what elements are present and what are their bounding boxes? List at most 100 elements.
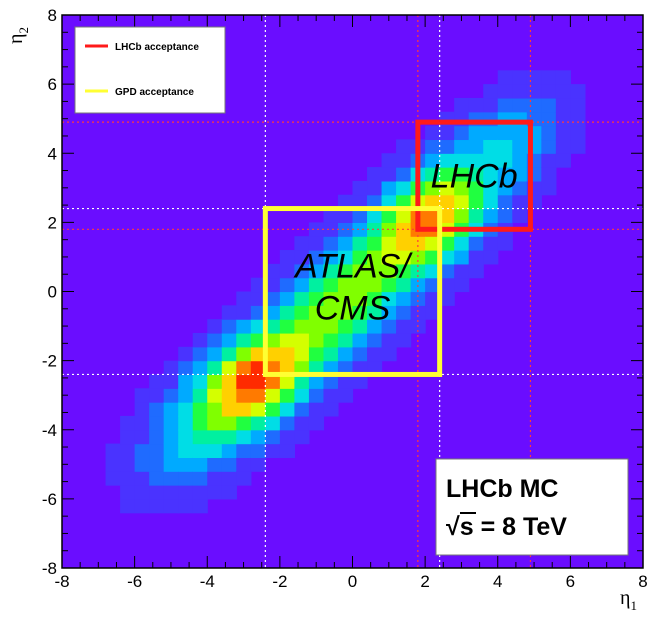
heatmap-bin bbox=[367, 167, 383, 182]
heatmap-bin bbox=[265, 346, 281, 362]
heatmap-bin bbox=[425, 139, 441, 154]
heatmap-bin bbox=[468, 180, 484, 196]
heatmap-bin bbox=[134, 457, 150, 472]
heatmap-bin bbox=[308, 360, 325, 376]
heatmap-bin bbox=[396, 236, 412, 251]
heatmap-bin bbox=[367, 291, 383, 306]
heatmap-bin bbox=[294, 415, 310, 431]
lhcb-acceptance-box bbox=[415, 119, 533, 232]
heatmap-bin bbox=[250, 346, 266, 362]
heatmap-bin bbox=[120, 498, 136, 514]
heatmap-bin bbox=[250, 277, 266, 293]
heatmap-bin bbox=[425, 208, 441, 223]
heatmap-bin bbox=[352, 194, 368, 210]
heatmap-bin bbox=[163, 498, 179, 514]
heatmap-bin bbox=[468, 167, 484, 182]
heatmap-bin bbox=[454, 180, 470, 196]
heatmap-bin bbox=[265, 388, 281, 403]
heatmap-bin bbox=[149, 429, 165, 445]
heatmap-bin bbox=[352, 222, 368, 237]
x-tick-label: 4 bbox=[493, 572, 502, 591]
heatmap-bin bbox=[207, 485, 223, 500]
heatmap-bin bbox=[454, 208, 470, 223]
heatmap-bin bbox=[367, 263, 383, 279]
heatmap-bin bbox=[250, 457, 266, 472]
heatmap-bin bbox=[410, 250, 426, 265]
heatmap-bin bbox=[178, 346, 194, 362]
heatmap-bin bbox=[192, 360, 208, 376]
heatmap-bin bbox=[308, 346, 325, 362]
heatmap-bin bbox=[221, 415, 237, 431]
heatmap-bin bbox=[134, 429, 150, 445]
heatmap-bin bbox=[134, 498, 150, 514]
heatmap-bin bbox=[236, 457, 252, 472]
heatmap-bin bbox=[308, 263, 325, 279]
heatmap-bin bbox=[294, 429, 310, 445]
heatmap-bin bbox=[236, 415, 252, 431]
heatmap-bin bbox=[468, 263, 484, 279]
heatmap-bin bbox=[265, 374, 281, 389]
heatmap-bin bbox=[337, 388, 354, 403]
heatmap-bin bbox=[323, 236, 339, 251]
heatmap-bin bbox=[294, 263, 310, 279]
heatmap-bin bbox=[439, 236, 455, 251]
heatmap-bin bbox=[120, 471, 136, 486]
legend-label-lhcb: LHCb acceptance bbox=[115, 42, 199, 53]
heatmap-bin bbox=[337, 194, 354, 210]
heatmap-bin bbox=[526, 70, 542, 85]
heatmap-bin bbox=[512, 125, 528, 141]
heatmap-bin bbox=[236, 388, 252, 403]
heatmap-bin bbox=[381, 319, 397, 334]
heatmap-bin bbox=[439, 277, 455, 293]
x-tick-label: -6 bbox=[127, 572, 142, 591]
heatmap-bin bbox=[221, 471, 237, 486]
heatmap-bin bbox=[555, 70, 571, 85]
heatmap-bin bbox=[149, 471, 165, 486]
heatmap-bin bbox=[483, 125, 499, 141]
gpd-acceptance-box bbox=[262, 206, 443, 377]
heatmap-bin bbox=[120, 443, 136, 458]
heatmap-bin bbox=[323, 291, 339, 306]
heatmap-bin bbox=[192, 332, 208, 348]
heatmap-bin bbox=[265, 277, 281, 293]
heatmap-bin bbox=[279, 263, 295, 279]
heatmap-bin bbox=[221, 332, 237, 348]
heatmap-bin bbox=[207, 360, 223, 376]
heatmap-bin bbox=[483, 84, 499, 99]
heatmap-bin bbox=[468, 250, 484, 265]
heatmap-bin bbox=[337, 360, 354, 376]
heatmap-bin bbox=[439, 180, 455, 196]
heatmap-bin bbox=[425, 291, 441, 306]
heatmap-bin bbox=[454, 125, 470, 141]
heatmap-bin bbox=[323, 374, 339, 389]
heatmap-bin bbox=[512, 70, 528, 85]
heatmap-bin bbox=[381, 208, 397, 223]
heatmap-bin bbox=[367, 346, 383, 362]
y-tick-label: 4 bbox=[48, 144, 57, 163]
heatmap-bin bbox=[396, 153, 412, 168]
heatmap-bin bbox=[236, 291, 252, 306]
heatmap-bin bbox=[337, 250, 354, 265]
heatmap-bin bbox=[410, 291, 426, 306]
y-axis-title: η2 bbox=[5, 27, 31, 44]
heatmap-bin bbox=[555, 84, 571, 99]
heatmap-bin bbox=[192, 485, 208, 500]
heatmap-bin bbox=[425, 263, 441, 279]
heatmap-bin bbox=[483, 180, 499, 196]
heatmap-bin bbox=[352, 263, 368, 279]
heatmap-bin bbox=[337, 374, 354, 389]
x-tick-label: 0 bbox=[348, 572, 357, 591]
x-tick-label: 8 bbox=[638, 572, 647, 591]
heatmap-bin bbox=[294, 305, 310, 320]
heatmap-bin bbox=[512, 139, 528, 154]
heatmap-bin bbox=[250, 402, 266, 417]
heatmap-bin bbox=[454, 194, 470, 210]
heatmap-bin bbox=[308, 415, 325, 431]
heatmap-bin bbox=[308, 319, 325, 334]
heatmap-bin bbox=[367, 305, 383, 320]
heatmap-bin bbox=[352, 208, 368, 223]
heatmap-bin bbox=[526, 97, 542, 113]
heatmap-bin bbox=[323, 250, 339, 265]
heatmap-bin bbox=[308, 332, 325, 348]
heatmap-bin bbox=[396, 167, 412, 182]
